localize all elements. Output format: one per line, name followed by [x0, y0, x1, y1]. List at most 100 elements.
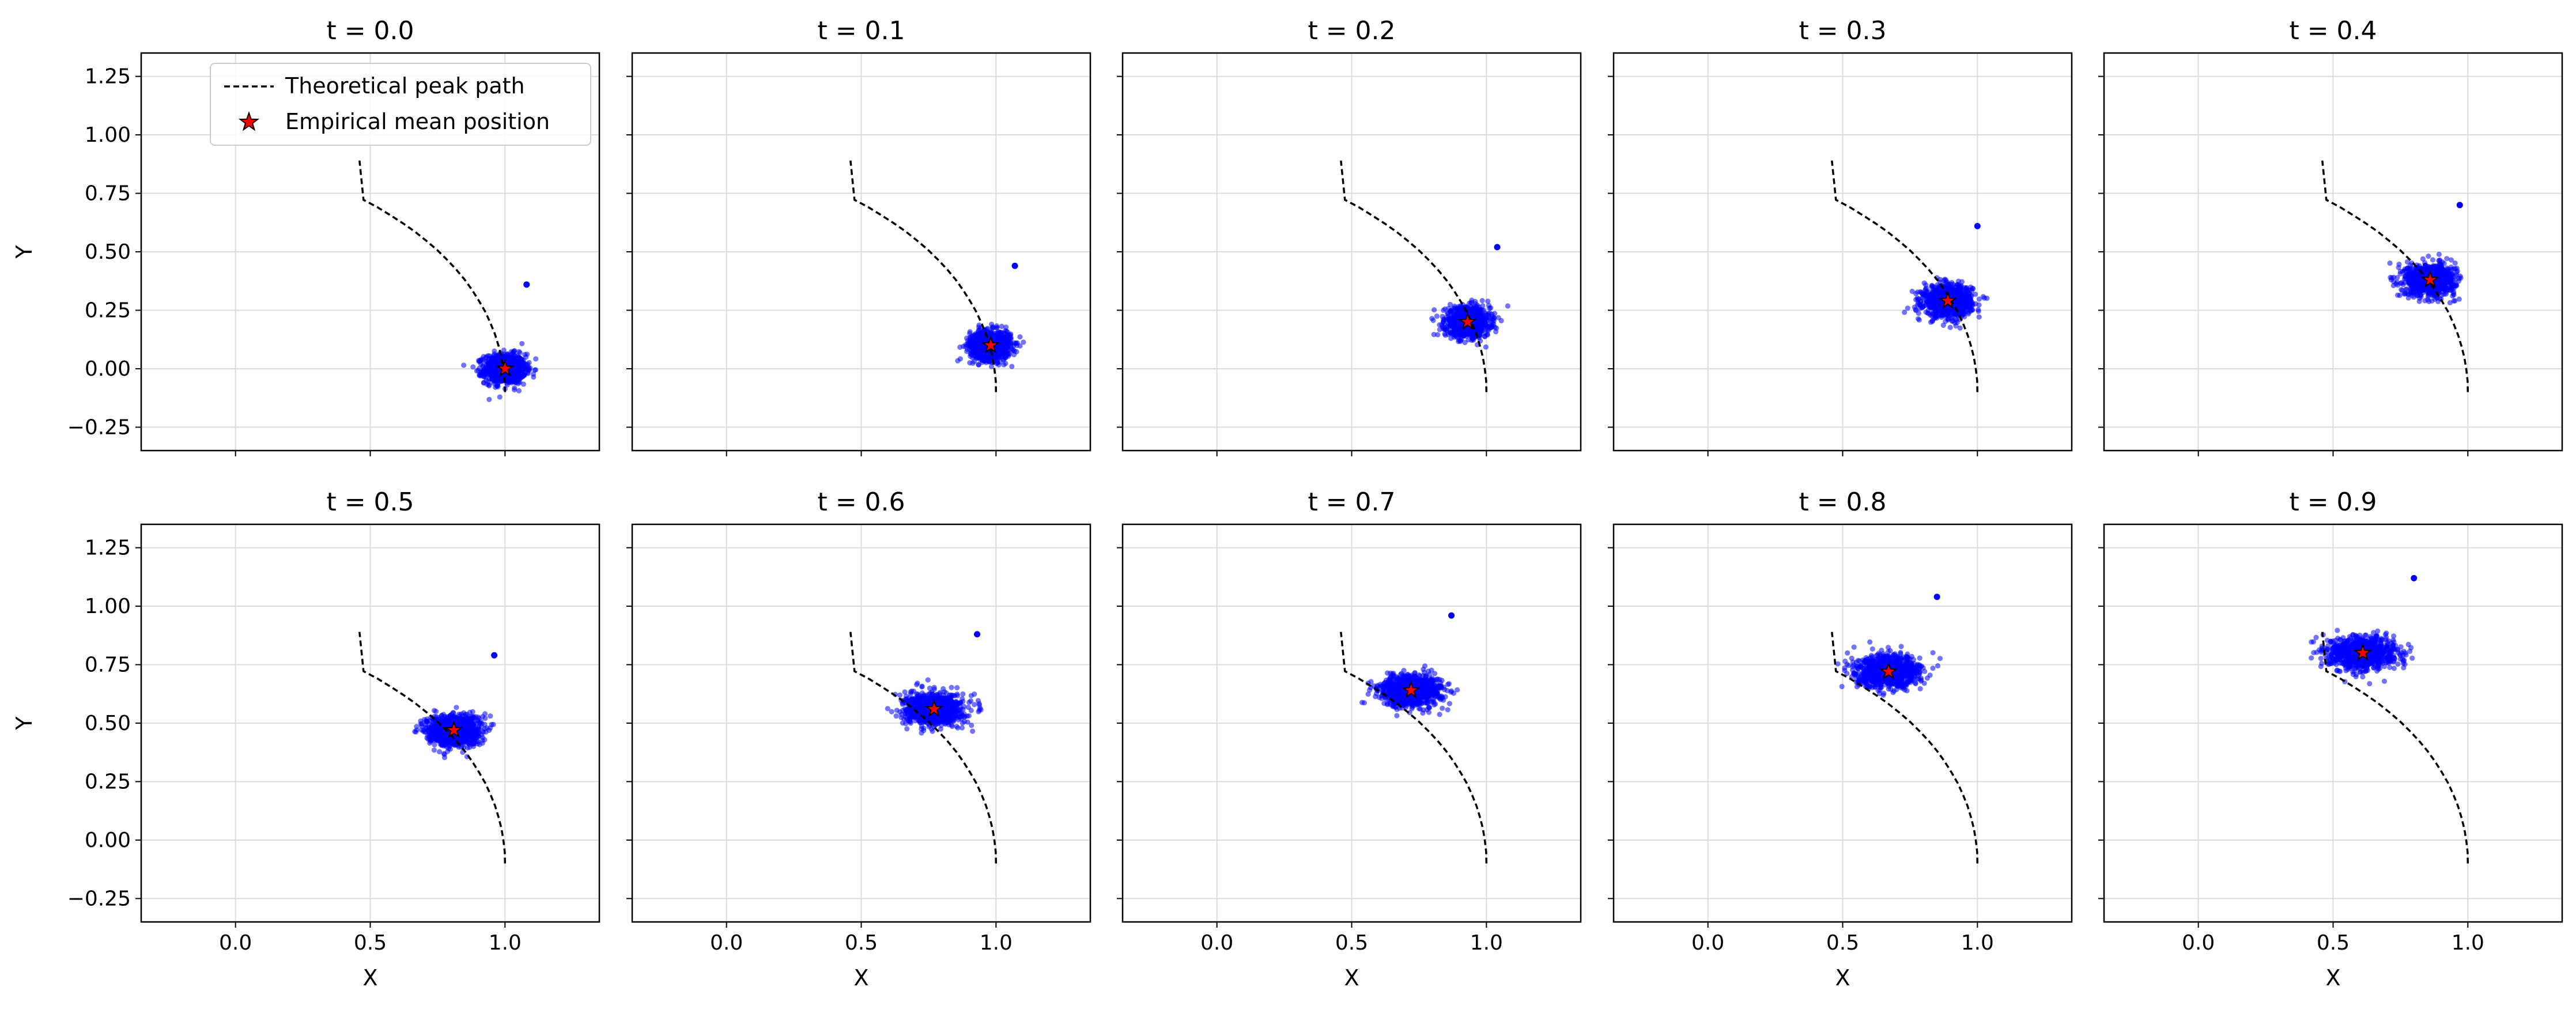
- scatter-point: [1948, 288, 1954, 294]
- scatter-point: [1937, 279, 1943, 285]
- scatter-point: [976, 362, 981, 368]
- scatter-point: [519, 341, 525, 346]
- scatter-point: [1000, 346, 1006, 351]
- scatter-point: [994, 325, 1000, 331]
- scatter-point: [1452, 303, 1457, 309]
- scatter-point: [1967, 297, 1973, 303]
- legend-label-path: Theoretical peak path: [285, 73, 525, 99]
- scatter-point: [1498, 317, 1504, 324]
- scatter-point: [1011, 348, 1017, 354]
- scatter-point: [2408, 290, 2414, 296]
- scatter-point: [1976, 308, 1981, 314]
- plot-area: [2321, 160, 2469, 392]
- scatter-point: [1431, 331, 1437, 338]
- scatter-point: [989, 322, 995, 327]
- scatter-point: [972, 353, 977, 360]
- scatter-point: [1928, 303, 1933, 309]
- scatter-points: [461, 341, 539, 402]
- scatter-point: [495, 382, 501, 388]
- scatter-point: [1949, 279, 1955, 286]
- subplot-1: −0.250.000.250.500.751.001.25t = 0.0YThe…: [12, 16, 600, 456]
- scatter-point: [1913, 308, 1919, 313]
- scatter-point: [1435, 332, 1441, 338]
- grid: [1614, 53, 2072, 451]
- scatter-point: [1456, 305, 1461, 311]
- outlier-point: [1011, 262, 1018, 269]
- scatter-point: [512, 379, 518, 385]
- scatter-point: [1482, 334, 1488, 339]
- scatter-point: [1005, 345, 1011, 350]
- scatter-point: [2426, 254, 2431, 259]
- legend-frame: [210, 63, 591, 146]
- scatter-point: [2422, 298, 2428, 304]
- scatter-point: [991, 337, 997, 342]
- scatter-point: [1976, 314, 1982, 320]
- scatter-point: [1471, 314, 1477, 320]
- scatter-point: [1431, 307, 1437, 313]
- scatter-point: [957, 356, 963, 362]
- scatter-point: [997, 330, 1003, 335]
- scatter-point: [1931, 300, 1936, 305]
- scatter-point: [1952, 320, 1958, 326]
- scatter-point: [492, 348, 497, 354]
- subplot-2: t = 0.1: [626, 16, 1091, 456]
- scatter-point: [1917, 302, 1923, 308]
- subplot-title: t = 0.3: [1799, 16, 1886, 46]
- scatter-point: [531, 374, 537, 380]
- scatter-point: [1491, 317, 1497, 324]
- scatter-point: [2397, 292, 2403, 298]
- scatter-point: [514, 372, 520, 377]
- scatter-point: [1923, 282, 1929, 288]
- scatter-point: [1475, 325, 1480, 331]
- plot-area: [358, 160, 539, 402]
- scatter-point: [501, 354, 507, 360]
- scatter-point: [2444, 256, 2450, 262]
- y-axis-label: Y: [12, 245, 37, 259]
- scatter-point: [2399, 287, 2404, 293]
- scatter-point: [1956, 288, 1962, 294]
- scatter-point: [2452, 298, 2458, 304]
- scatter-point: [1505, 303, 1510, 309]
- scatter-point: [474, 368, 479, 374]
- scatter-point: [533, 356, 539, 362]
- scatter-point: [2404, 259, 2411, 265]
- scatter-point: [1929, 317, 1936, 323]
- scatter-point: [1944, 285, 1950, 291]
- scatter-point: [1954, 282, 1960, 288]
- scatter-point: [477, 373, 483, 379]
- scatter-point: [1469, 297, 1475, 303]
- subplot-4: t = 0.3: [1608, 16, 2073, 456]
- outlier-point: [1974, 222, 1981, 229]
- subplot-5: t = 0.4: [2098, 16, 2563, 456]
- scatter-point: [1940, 311, 1946, 316]
- scatter-point: [1916, 317, 1922, 323]
- scatter-point: [988, 364, 995, 369]
- scatter-point: [1960, 304, 1966, 310]
- scatter-point: [1957, 325, 1963, 331]
- scatter-point: [1984, 296, 1990, 301]
- scatter-point: [512, 348, 518, 354]
- scatter-point: [494, 375, 500, 381]
- scatter-point: [972, 345, 977, 351]
- scatter-point: [999, 339, 1005, 345]
- scatter-point: [2448, 257, 2454, 263]
- scatter-point: [1956, 299, 1962, 305]
- scatter-point: [995, 360, 1000, 366]
- scatter-point: [1445, 316, 1451, 322]
- scatter-point: [1943, 277, 1949, 283]
- scatter-point: [1932, 287, 1938, 293]
- scatter-point: [515, 362, 522, 369]
- scatter-point: [1472, 301, 1478, 307]
- subplot-title: t = 0.1: [817, 16, 905, 46]
- scatter-point: [1442, 326, 1448, 332]
- scatter-point: [1437, 322, 1442, 328]
- scatter-point: [461, 362, 467, 368]
- scatter-point: [497, 394, 503, 400]
- y-tick-label: 0.25: [85, 298, 131, 322]
- scatter-point: [1001, 362, 1007, 368]
- scatter-point: [1017, 334, 1023, 340]
- scatter-point: [987, 333, 994, 339]
- scatter-point: [509, 358, 515, 365]
- scatter-point: [1968, 284, 1974, 290]
